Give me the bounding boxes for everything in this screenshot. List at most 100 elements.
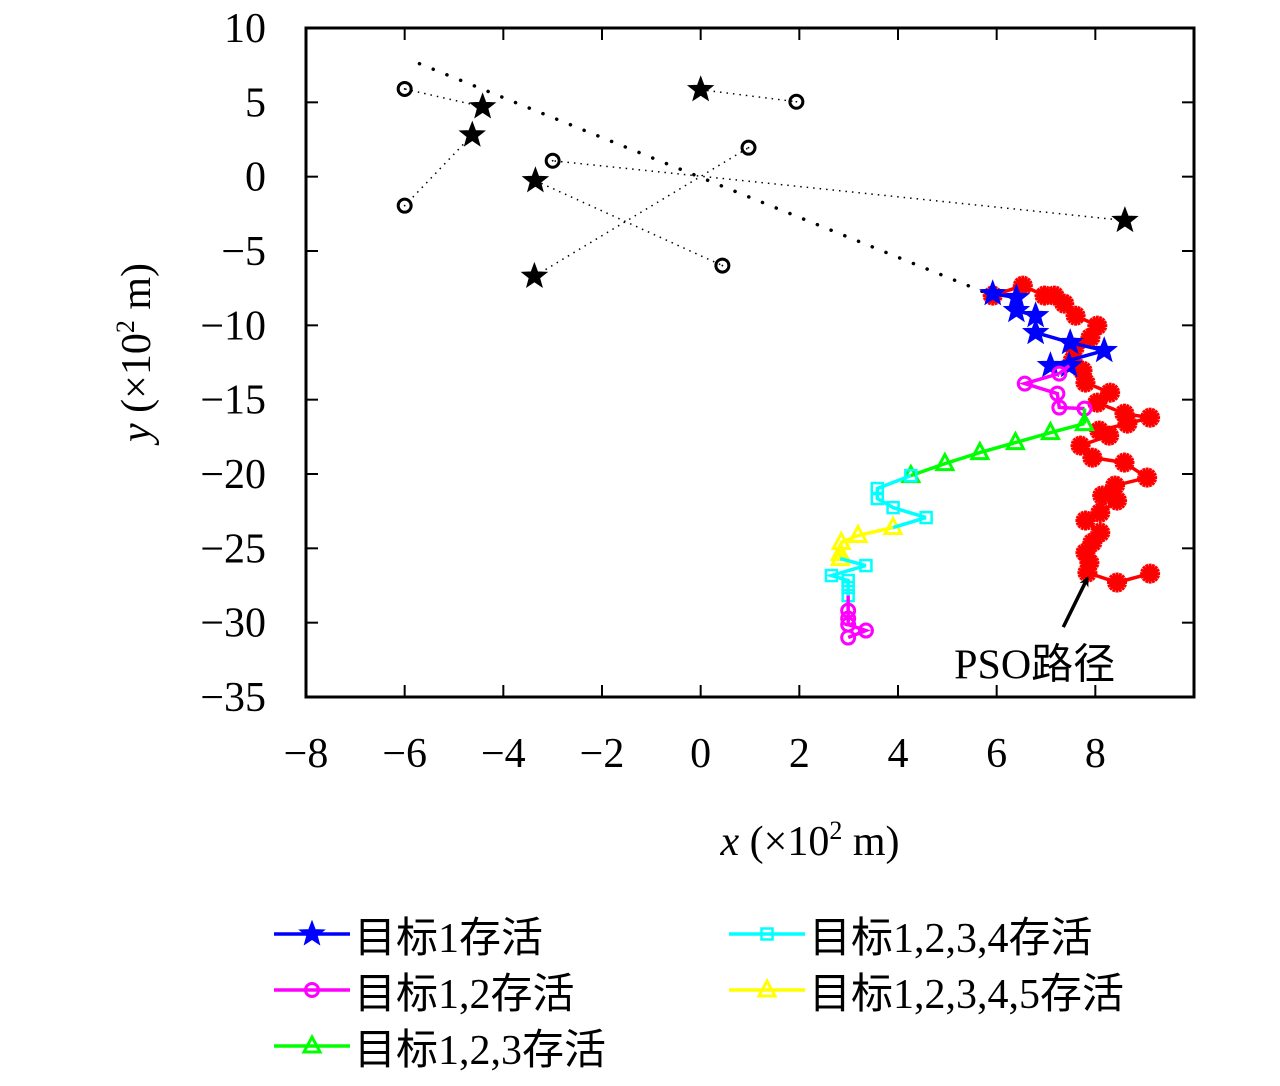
asterisk-core	[1075, 440, 1086, 451]
x-tick-label: 2	[789, 731, 810, 777]
target-track-line	[404, 134, 473, 207]
x-tick-label: −4	[481, 731, 526, 777]
data-point	[1039, 420, 1061, 441]
target-end-circle-dot	[551, 159, 554, 162]
legend-label: 目标1存活	[354, 915, 544, 962]
data-point	[841, 573, 855, 588]
legend-label: 目标1,2存活	[354, 971, 575, 1018]
legend: 目标1存活 目标1,2存活 目标1,2,3存活 目标1,2,3,4存活 目标1,…	[272, 905, 1252, 1085]
asterisk-core	[1122, 418, 1133, 429]
legend-item-target12345: 目标1,2,3,4,5存活	[727, 961, 1124, 1019]
asterisk-core	[1087, 452, 1098, 463]
data-point	[1080, 327, 1101, 348]
asterisk-core	[1112, 495, 1123, 506]
asterisk-core	[1110, 480, 1121, 491]
legend-item-target12: 目标1,2存活	[272, 961, 575, 1019]
y-tick-label: −5	[221, 229, 266, 275]
x-axis-label: x (×102 m)	[720, 816, 900, 865]
data-point	[1114, 452, 1135, 473]
y-tick-label: −35	[200, 675, 266, 721]
data-point	[840, 610, 857, 627]
target-end-circle-dot	[795, 100, 798, 103]
asterisk-core	[1145, 412, 1156, 423]
asterisk-core	[1082, 567, 1093, 578]
target-end-circle-marker	[544, 152, 561, 169]
data-point	[1073, 411, 1095, 432]
asterisk-core	[1092, 320, 1103, 331]
y-tick-label: −15	[200, 378, 266, 424]
x-tick-label: 8	[1085, 731, 1106, 777]
plot-area	[396, 61, 1161, 646]
data-point	[1090, 336, 1118, 363]
data-point	[1054, 293, 1075, 314]
target-start-star-marker	[1111, 206, 1139, 233]
y-tick-label: 0	[245, 155, 266, 201]
legend-item-target1: 目标1存活	[272, 905, 543, 963]
legend-marker	[304, 982, 320, 998]
data-point	[1004, 430, 1026, 451]
y-tick-label: −25	[200, 526, 266, 572]
data-point	[1140, 407, 1161, 428]
series-stage-6	[840, 602, 874, 646]
y-axis-variable: y	[114, 423, 160, 446]
data-point	[1117, 413, 1138, 434]
data-point	[1092, 485, 1113, 506]
series-stage-1	[1016, 365, 1093, 417]
legend-marker	[760, 927, 774, 941]
legend-circle-marker-icon	[274, 982, 350, 998]
data-point	[979, 279, 1007, 306]
target-track-line	[535, 179, 723, 267]
asterisk-core	[1080, 515, 1091, 526]
data-point	[1107, 490, 1128, 511]
asterisk-core	[1112, 577, 1123, 588]
series-pso-path	[982, 275, 1161, 593]
y-tick-label: 10	[224, 6, 266, 52]
y-axis-unit-end: m)	[114, 263, 160, 320]
sensor-dotted-track	[417, 61, 995, 298]
x-tick-label: 4	[888, 731, 909, 777]
target-track-line	[534, 147, 749, 277]
target-end-circle-dot	[721, 264, 724, 267]
asterisk-core	[1119, 457, 1130, 468]
target-start-star-marker	[458, 120, 486, 147]
target-start-star-marker	[521, 166, 550, 193]
data-point	[886, 500, 900, 515]
data-point	[1137, 467, 1158, 488]
annotation-arrow	[1061, 576, 1090, 628]
data-point	[969, 440, 991, 461]
target-end-circle-dot	[403, 204, 406, 207]
data-point	[934, 451, 956, 472]
x-tick-label: −6	[382, 731, 427, 777]
asterisk-core	[1097, 490, 1108, 501]
data-point	[904, 468, 918, 483]
asterisk-core	[1092, 397, 1103, 408]
data-point	[840, 629, 857, 646]
target-end-circle-dot	[747, 146, 750, 149]
asterisk-core	[1142, 472, 1153, 483]
target-track-line	[552, 160, 1126, 222]
y-axis-unit: (×10	[114, 333, 160, 413]
data-point	[824, 568, 839, 583]
asterisk-core	[1070, 310, 1081, 321]
data-point	[1051, 365, 1068, 382]
data-point	[1056, 328, 1084, 355]
legend-marker	[756, 977, 778, 998]
target-track-line	[404, 88, 483, 108]
y-tick-label: −20	[200, 452, 266, 498]
legend-triangle-marker-icon	[729, 977, 805, 998]
series-line	[875, 473, 927, 520]
legend-label: 目标1,2,3,4存活	[809, 915, 1093, 962]
plot-frame	[304, 26, 1196, 699]
x-axis-unit: (×10	[750, 819, 830, 865]
data-point	[1075, 510, 1096, 531]
target-end-circle-dot	[403, 88, 406, 90]
asterisk-core	[1105, 387, 1116, 398]
stage-connector-line	[892, 515, 927, 530]
data-point	[1065, 305, 1086, 326]
stage-connector-line	[839, 556, 867, 568]
legend-marker	[301, 1033, 323, 1054]
asterisk-core	[1095, 507, 1106, 518]
data-point	[870, 491, 885, 506]
legend-label: 目标1,2,3,4,5存活	[809, 971, 1125, 1018]
